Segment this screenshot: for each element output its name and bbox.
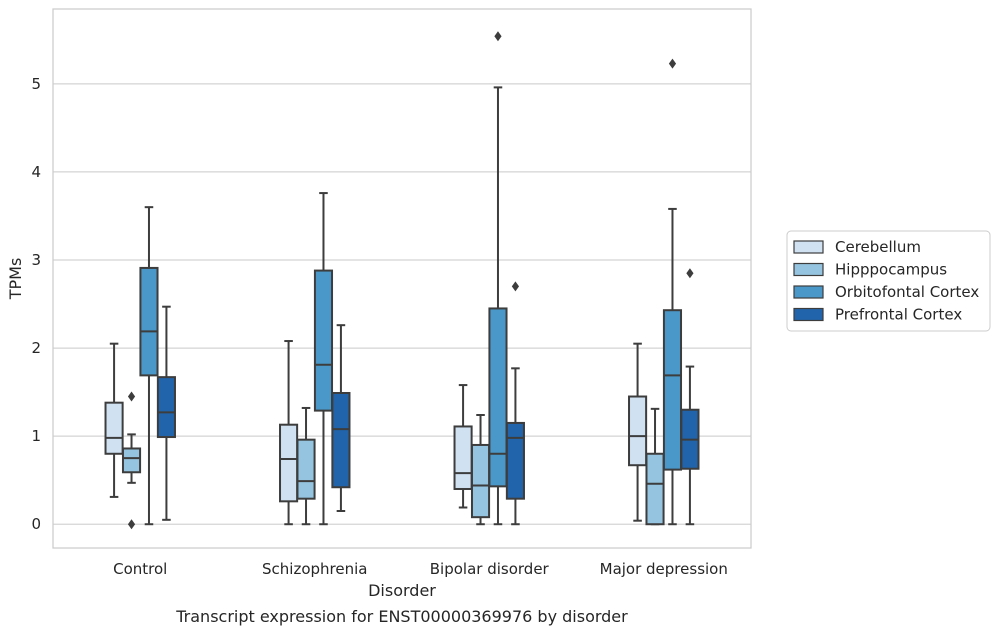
box-group <box>104 206 176 530</box>
x-tick-labels: Control Schizophrenia Bipolar disorder Majo… <box>113 560 728 578</box>
y-tick-label: 4 <box>31 163 41 181</box>
outlier-point <box>686 268 694 279</box>
outlier-point <box>127 391 136 402</box>
box-rect <box>331 391 351 489</box>
legend-label: Cerebellum <box>835 238 921 256</box>
legend-item: Cerebellum <box>793 238 921 256</box>
legend-label: Orbitofontal Cortex <box>835 283 979 301</box>
x-tick-label: Control <box>113 560 167 578</box>
outlier-point <box>511 281 520 292</box>
legend: Cerebellum Hipppocampus Orbitofontal Corte… <box>786 230 991 332</box>
box-rect <box>645 452 665 526</box>
box-rect <box>488 307 508 488</box>
legend-item: Orbitofontal Cortex <box>793 283 979 301</box>
legend-swatch <box>793 285 824 299</box>
legend-item: Prefrontal Cortex <box>793 306 962 324</box>
box-rect <box>505 421 525 500</box>
box-group <box>279 192 351 526</box>
x-axis-label: Disorder <box>368 581 436 600</box>
box-rect <box>296 438 316 500</box>
box-rect <box>121 447 142 474</box>
box-group <box>453 31 525 526</box>
legend-label: Hipppocampus <box>835 261 947 279</box>
y-tick-label: 5 <box>31 75 41 93</box>
y-tick-label: 3 <box>31 251 41 269</box>
y-tick-labels: 0 1 2 3 4 5 <box>31 75 41 533</box>
legend-frame <box>786 230 991 332</box>
box-rect <box>453 425 473 490</box>
plot-boxes <box>104 31 700 530</box>
chart-caption: Transcript expression for ENST0000036997… <box>175 607 628 626</box>
y-tick-label: 2 <box>31 339 41 357</box>
box-rect <box>139 266 159 377</box>
box-rect <box>313 269 334 412</box>
y-tick-label: 0 <box>31 515 41 533</box>
box-rect <box>662 309 683 471</box>
y-axis-label: TPMs <box>6 258 25 301</box>
outlier-point <box>494 31 502 42</box>
box-rect <box>470 443 491 519</box>
y-tick-label: 1 <box>31 427 41 445</box>
box-group <box>628 58 700 526</box>
legend-label: Prefrontal Cortex <box>835 306 962 324</box>
legend-swatch <box>793 307 824 322</box>
plot-frame <box>52 8 752 549</box>
legend-item: Hipppocampus <box>793 261 947 279</box>
x-tick-label: Schizophrenia <box>262 560 367 578</box>
x-tick-label: Bipolar disorder <box>430 560 550 578</box>
box-rect <box>104 401 124 455</box>
x-tick-label: Major depression <box>600 560 728 578</box>
box-rect <box>628 395 648 467</box>
outlier-point <box>127 519 136 530</box>
outlier-point <box>668 58 677 69</box>
box-rect <box>156 376 176 439</box>
legend-swatch <box>793 262 824 277</box>
legend-swatch <box>793 240 824 254</box>
box-rect <box>279 423 299 503</box>
